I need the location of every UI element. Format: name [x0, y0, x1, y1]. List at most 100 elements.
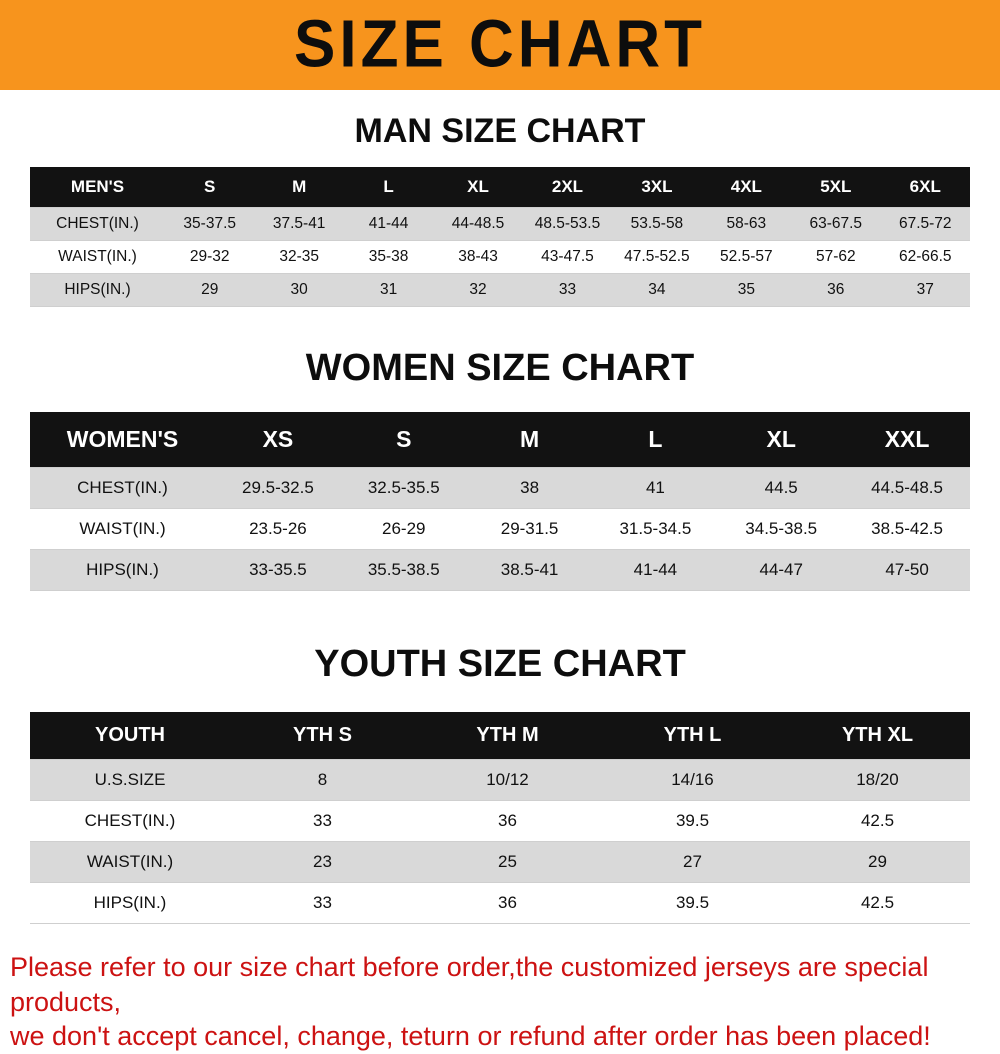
- cell: 14/16: [600, 759, 785, 801]
- youth-size-table: YOUTH YTH S YTH M YTH L YTH XL U.S.SIZE …: [30, 712, 970, 924]
- row-label: CHEST(IN.): [30, 207, 165, 241]
- womens-size-table: WOMEN'S XS S M L XL XXL CHEST(IN.) 29.5-…: [30, 412, 970, 591]
- cell: 63-67.5: [791, 207, 881, 241]
- cell: 23: [230, 841, 415, 883]
- column-header: XXL: [844, 412, 970, 468]
- table-row: U.S.SIZE 8 10/12 14/16 18/20: [30, 759, 970, 801]
- column-header: 3XL: [612, 167, 702, 208]
- disclaimer-line-2: we don't accept cancel, change, teturn o…: [10, 1021, 931, 1052]
- row-label: HIPS(IN.): [30, 273, 165, 307]
- mens-table-corner-label: MEN'S: [30, 167, 165, 208]
- table-row: CHEST(IN.) 29.5-32.5 32.5-35.5 38 41 44.…: [30, 467, 970, 509]
- cell: 29-32: [165, 240, 255, 274]
- cell: 34.5-38.5: [718, 508, 845, 550]
- cell: 44.5: [718, 467, 845, 509]
- cell: 29: [165, 273, 255, 307]
- cell: 35-38: [343, 240, 434, 274]
- womens-table-corner-label: WOMEN'S: [30, 412, 215, 468]
- cell: 18/20: [785, 759, 970, 801]
- cell: 25: [415, 841, 600, 883]
- cell: 38-43: [433, 240, 523, 274]
- column-header: 4XL: [701, 167, 792, 208]
- row-label: U.S.SIZE: [30, 759, 230, 801]
- cell: 29: [785, 841, 970, 883]
- cell: 37: [880, 273, 970, 307]
- cell: 32.5-35.5: [340, 467, 467, 509]
- cell: 36: [415, 800, 600, 842]
- column-header: YTH XL: [785, 712, 970, 760]
- youth-table-corner-label: YOUTH: [30, 712, 230, 760]
- cell: 37.5-41: [254, 207, 344, 241]
- cell: 36: [791, 273, 881, 307]
- table-row: WAIST(IN.) 29-32 32-35 35-38 38-43 43-47…: [30, 240, 970, 274]
- cell: 29.5-32.5: [215, 467, 341, 509]
- column-header: XL: [433, 167, 523, 208]
- table-row: CHEST(IN.) 35-37.5 37.5-41 41-44 44-48.5…: [30, 207, 970, 241]
- cell: 36: [415, 882, 600, 924]
- column-header: L: [343, 167, 434, 208]
- column-header: M: [466, 412, 593, 468]
- cell: 33: [522, 273, 613, 307]
- row-label: CHEST(IN.): [30, 467, 215, 509]
- column-header: XS: [215, 412, 341, 468]
- table-row: HIPS(IN.) 29 30 31 32 33 34 35 36 37: [30, 273, 970, 307]
- row-label: CHEST(IN.): [30, 800, 230, 842]
- cell: 23.5-26: [215, 508, 341, 550]
- table-row: CHEST(IN.) 33 36 39.5 42.5: [30, 800, 970, 842]
- cell: 35: [701, 273, 792, 307]
- banner-title: SIZE CHART: [294, 7, 706, 82]
- column-header: 6XL: [880, 167, 970, 208]
- cell: 38.5-41: [466, 549, 593, 591]
- column-header: S: [340, 412, 467, 468]
- cell: 44.5-48.5: [844, 467, 970, 509]
- cell: 41-44: [343, 207, 434, 241]
- cell: 52.5-57: [701, 240, 792, 274]
- cell: 32: [433, 273, 523, 307]
- youth-table-header-row: YOUTH YTH S YTH M YTH L YTH XL: [30, 712, 970, 760]
- cell: 29-31.5: [466, 508, 593, 550]
- column-header: S: [165, 167, 255, 208]
- cell: 33: [230, 800, 415, 842]
- cell: 39.5: [600, 800, 785, 842]
- cell: 8: [230, 759, 415, 801]
- cell: 31.5-34.5: [592, 508, 719, 550]
- cell: 32-35: [254, 240, 344, 274]
- column-header: 5XL: [791, 167, 881, 208]
- column-header: YTH L: [600, 712, 785, 760]
- column-header: 2XL: [522, 167, 613, 208]
- cell: 34: [612, 273, 702, 307]
- table-row: WAIST(IN.) 23 25 27 29: [30, 841, 970, 883]
- disclaimer-line-1: Please refer to our size chart before or…: [10, 952, 929, 1017]
- youth-size-chart-heading: YOUTH SIZE CHART: [314, 643, 686, 685]
- column-header: YTH S: [230, 712, 415, 760]
- cell: 38.5-42.5: [844, 508, 970, 550]
- cell: 31: [343, 273, 434, 307]
- column-header: XL: [718, 412, 845, 468]
- cell: 41-44: [592, 549, 719, 591]
- cell: 48.5-53.5: [522, 207, 613, 241]
- disclaimer-text: Please refer to our size chart before or…: [0, 950, 1000, 1054]
- column-header: YTH M: [415, 712, 600, 760]
- womens-table-header-row: WOMEN'S XS S M L XL XXL: [30, 412, 970, 468]
- column-header: L: [592, 412, 719, 468]
- cell: 38: [466, 467, 593, 509]
- mens-table-header-row: MEN'S S M L XL 2XL 3XL 4XL 5XL 6XL: [30, 167, 970, 208]
- women-size-chart-heading: WOMEN SIZE CHART: [305, 347, 695, 389]
- row-label: WAIST(IN.): [30, 508, 215, 550]
- row-label: HIPS(IN.): [30, 549, 215, 591]
- cell: 47.5-52.5: [612, 240, 702, 274]
- row-label: WAIST(IN.): [30, 841, 230, 883]
- cell: 53.5-58: [612, 207, 702, 241]
- cell: 33-35.5: [215, 549, 341, 591]
- cell: 10/12: [415, 759, 600, 801]
- column-header: M: [254, 167, 344, 208]
- cell: 41: [592, 467, 719, 509]
- cell: 58-63: [701, 207, 792, 241]
- cell: 57-62: [791, 240, 881, 274]
- cell: 42.5: [785, 882, 970, 924]
- cell: 67.5-72: [880, 207, 970, 241]
- mens-size-table: MEN'S S M L XL 2XL 3XL 4XL 5XL 6XL CHEST…: [30, 167, 970, 307]
- cell: 44-48.5: [433, 207, 523, 241]
- cell: 30: [254, 273, 344, 307]
- cell: 42.5: [785, 800, 970, 842]
